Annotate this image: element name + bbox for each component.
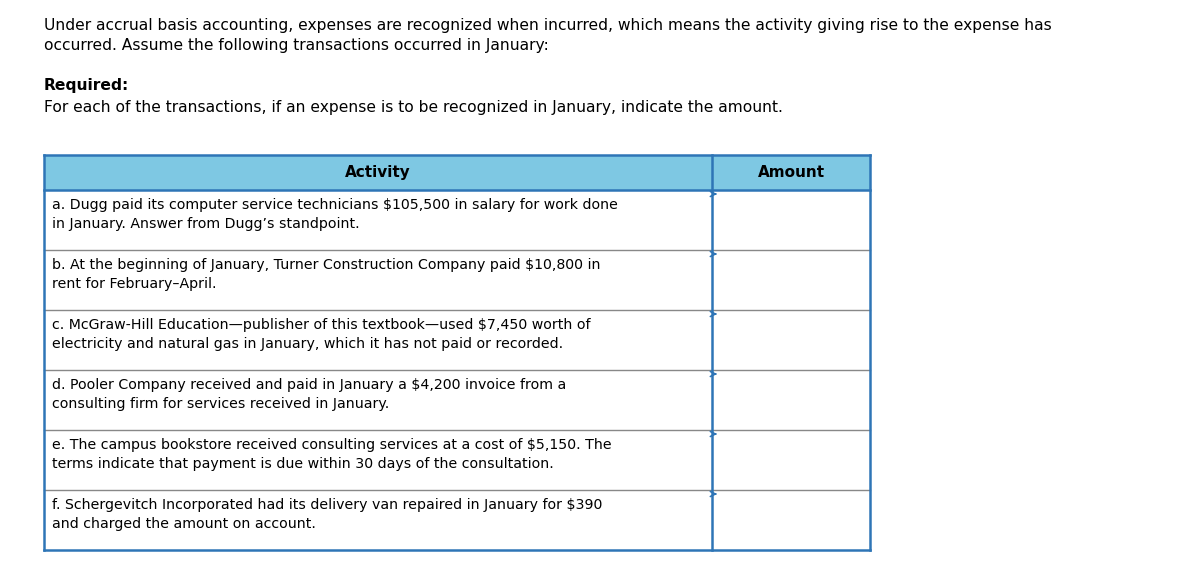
Bar <box>44 190 870 250</box>
Bar <box>44 370 870 430</box>
Text: d. Pooler Company received and paid in January a $4,200 invoice from a
consultin: d. Pooler Company received and paid in J… <box>52 378 566 411</box>
Text: Required:: Required: <box>44 78 130 93</box>
Bar <box>712 155 870 190</box>
Text: c. McGraw-Hill Education—publisher of this textbook—used $7,450 worth of
electri: c. McGraw-Hill Education—publisher of th… <box>52 318 590 351</box>
Text: Activity: Activity <box>346 165 410 180</box>
Text: a. Dugg paid its computer service technicians $105,500 in salary for work done
i: a. Dugg paid its computer service techni… <box>52 198 618 231</box>
Text: Amount: Amount <box>757 165 824 180</box>
Bar <box>44 155 712 190</box>
Text: occurred. Assume the following transactions occurred in January:: occurred. Assume the following transacti… <box>44 38 548 53</box>
Bar <box>44 310 870 370</box>
Text: For each of the transactions, if an expense is to be recognized in January, indi: For each of the transactions, if an expe… <box>44 100 782 115</box>
Bar <box>44 250 870 310</box>
Text: e. The campus bookstore received consulting services at a cost of $5,150. The
te: e. The campus bookstore received consult… <box>52 438 612 471</box>
Text: Under accrual basis accounting, expenses are recognized when incurred, which mea: Under accrual basis accounting, expenses… <box>44 18 1051 33</box>
Bar <box>44 430 870 490</box>
Text: f. Schergevitch Incorporated had its delivery van repaired in January for $390
a: f. Schergevitch Incorporated had its del… <box>52 498 602 531</box>
Text: b. At the beginning of January, Turner Construction Company paid $10,800 in
rent: b. At the beginning of January, Turner C… <box>52 258 600 291</box>
Bar <box>44 490 870 550</box>
